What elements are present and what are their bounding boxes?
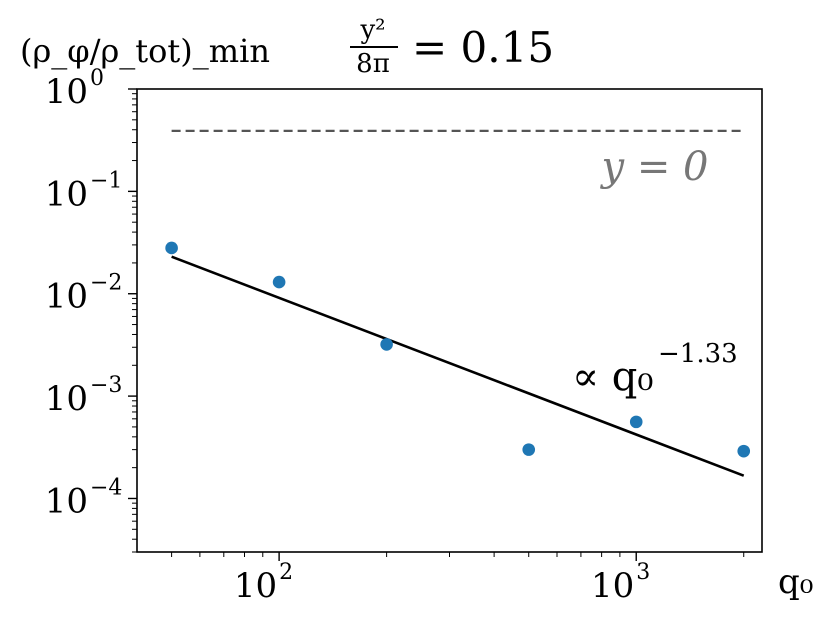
fit-exponent: −1.33	[658, 339, 738, 369]
data-point	[272, 275, 286, 289]
y-axis-label: (ρ_φ/ρ_tot)_min	[20, 32, 270, 70]
fit-label: ∝ q₀	[572, 354, 653, 400]
x-axis-label: q₀	[778, 562, 813, 602]
y-tick-exponent: −2	[90, 271, 122, 296]
y-tick-exponent: −3	[90, 373, 122, 398]
data-point	[737, 444, 751, 458]
y-tick-label: 10	[45, 72, 88, 112]
y-tick-label: 10	[45, 277, 88, 317]
title-denominator: 8π	[356, 49, 390, 79]
y-tick-exponent: −4	[90, 475, 122, 500]
y-tick-label: 10	[45, 379, 88, 419]
x-tick-label: 10	[234, 566, 277, 606]
x-tick-label: 10	[591, 566, 634, 606]
data-point	[629, 415, 643, 429]
data-point	[165, 241, 178, 255]
reference-line-label: y = 0	[600, 144, 709, 190]
chart-title: y² 8π = 0.15	[350, 15, 554, 79]
data-point	[522, 443, 536, 456]
data-point	[380, 338, 393, 351]
points-layer	[165, 241, 751, 458]
lines-layer	[171, 129, 745, 477]
y-tick-exponent: 0	[90, 66, 104, 91]
title-numerator: y²	[359, 15, 385, 45]
y-tick-exponent: −1	[90, 168, 122, 193]
x-tick-exponent: 2	[279, 560, 293, 585]
y-tick-label: 10	[45, 174, 88, 214]
title-rhs: = 0.15	[412, 23, 554, 72]
power-law-fit-line	[171, 255, 745, 477]
labels-layer: 10 2 10 310 010 −110 −210 −310 −4y = 0∝ q₀ −1.33	[45, 66, 738, 606]
ticks-layer	[128, 88, 745, 561]
y-tick-label: 10	[45, 481, 88, 521]
x-tick-exponent: 3	[636, 560, 650, 585]
